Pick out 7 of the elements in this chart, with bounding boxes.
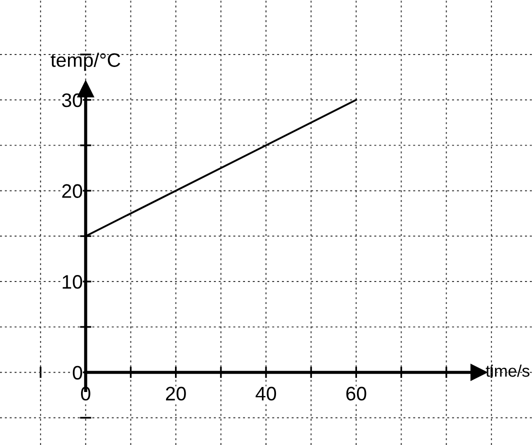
x-tick-label: 60: [346, 386, 366, 401]
y-tick-label: 0: [72, 366, 82, 380]
y-axis-title: temp/°C: [50, 52, 120, 71]
y-tick-label: 20: [62, 184, 82, 198]
x-tick-label: 20: [166, 386, 186, 401]
x-tick-label: 40: [256, 386, 276, 401]
y-tick-label: 10: [62, 275, 82, 289]
